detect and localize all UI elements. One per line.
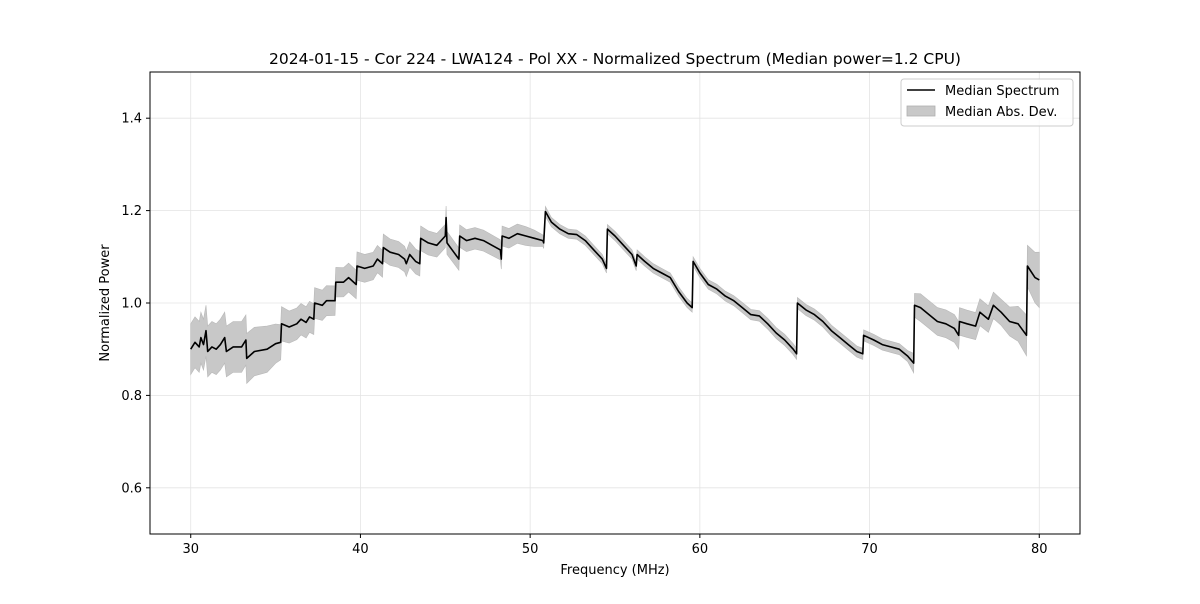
- x-tick-label: 40: [352, 542, 369, 557]
- x-tick-label: 70: [861, 542, 878, 557]
- x-axis-label: Frequency (MHz): [560, 563, 669, 578]
- y-tick-label: 0.6: [121, 481, 142, 496]
- x-axis-ticks: 30 40 50 60 70 80: [182, 534, 1048, 557]
- legend: Median Spectrum Median Abs. Dev.: [900, 78, 1074, 127]
- y-axis-ticks: 0.6 0.8 1.0 1.2 1.4: [121, 112, 150, 496]
- x-tick-label: 50: [522, 542, 539, 557]
- x-tick-label: 80: [1031, 542, 1048, 557]
- y-axis-label: Normalized Power: [98, 244, 113, 362]
- x-tick-label: 30: [182, 542, 199, 557]
- y-tick-label: 1.2: [121, 204, 142, 219]
- legend-band-swatch: [906, 105, 936, 117]
- x-tick-label: 60: [692, 542, 709, 557]
- median-spectrum-line: [190, 210, 1040, 364]
- chart-title: 2024-01-15 - Cor 224 - LWA124 - Pol XX -…: [269, 50, 961, 68]
- y-tick-label: 1.0: [121, 297, 142, 312]
- y-tick-label: 1.4: [121, 112, 142, 127]
- legend-label-median-spectrum: Median Spectrum: [945, 84, 1059, 99]
- legend-box: [900, 78, 1074, 127]
- y-tick-label: 0.8: [121, 389, 142, 404]
- legend-label-median-abs-dev: Median Abs. Dev.: [945, 105, 1057, 120]
